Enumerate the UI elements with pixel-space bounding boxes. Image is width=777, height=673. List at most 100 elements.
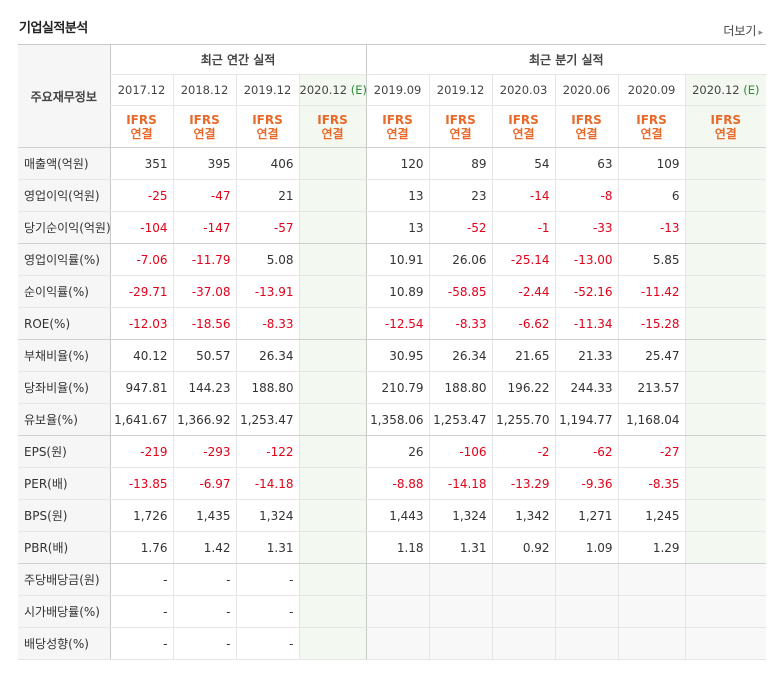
table-cell: [684, 147, 767, 180]
table-cell: 89: [428, 147, 493, 180]
table-cell: [684, 595, 767, 628]
table-row: EPS(원) -219 -293 -122 26 -106 -2 -62 -27: [18, 435, 767, 468]
period-header: 2020.12 (E): [298, 74, 367, 106]
basis-consolidated: 연결: [256, 126, 279, 141]
table-cell: [684, 563, 767, 596]
table-cell: -12.54: [365, 307, 430, 340]
table-cell: 1,342: [491, 499, 556, 532]
basis-header-row: IFRS 연결 IFRS 연결 IFRS 연결 IFRS 연결 IFRS 연결 IFRS 연결 IFRS…: [18, 105, 767, 148]
table-cell: 25.47: [617, 339, 686, 372]
table-cell: 1,194.77: [554, 403, 619, 436]
table-cell: -13.85: [109, 467, 173, 500]
period-label: 2020.03: [499, 83, 548, 97]
table-cell: 947.81: [109, 371, 173, 404]
table-cell: -106: [428, 435, 493, 468]
table-cell: -6.62: [491, 307, 556, 340]
row-label: 당기순이익(억원): [18, 211, 110, 244]
table-cell: 244.33: [554, 371, 619, 404]
table-cell: 30.95: [365, 339, 430, 372]
table-cell: [491, 627, 556, 660]
row-label: PER(배): [18, 467, 110, 500]
table-row: 영업이익(억원) -25 -47 21 13 23 -14 -8 6: [18, 179, 767, 212]
table-row: 당기순이익(억원) -104 -147 -57 13 -52 -1 -33 -13: [18, 211, 767, 244]
table-cell: -: [172, 595, 236, 628]
table-cell: -: [235, 563, 299, 596]
table-cell: -2.44: [491, 275, 556, 308]
table-cell: [554, 627, 619, 660]
basis-header: IFRS 연결: [491, 105, 556, 148]
table-cell: -: [172, 627, 236, 660]
table-cell: -9.36: [554, 467, 619, 500]
basis-header: IFRS 연결: [428, 105, 493, 148]
period-label: 2019.12: [436, 83, 485, 97]
table-cell: -13.91: [235, 275, 299, 308]
table-cell: 188.80: [235, 371, 299, 404]
basis-consolidated: 연결: [130, 126, 153, 141]
table-cell: [684, 179, 767, 212]
more-link[interactable]: 더보기 ▸: [723, 22, 763, 39]
table-cell: 188.80: [428, 371, 493, 404]
period-header: 2019.12: [428, 74, 493, 106]
table-cell: -14.18: [428, 467, 493, 500]
period-header: 2020.03: [491, 74, 556, 106]
period-label: 2020.12: [692, 83, 740, 97]
table-cell: [554, 595, 619, 628]
table-cell: 26.34: [428, 339, 493, 372]
table-cell: -8.33: [235, 307, 299, 340]
basis-consolidated: 연결: [714, 126, 737, 141]
table-cell: -13.29: [491, 467, 556, 500]
table-cell: -6.97: [172, 467, 236, 500]
period-label: 2020.06: [562, 83, 611, 97]
row-label: 주당배당금(원): [18, 563, 110, 596]
table-cell: 1,435: [172, 499, 236, 532]
table-cell: [684, 275, 767, 308]
row-label: 영업이익률(%): [18, 243, 110, 276]
table-cell: [298, 179, 367, 212]
table-row: BPS(원) 1,726 1,435 1,324 1,443 1,324 1,342 1,27…: [18, 499, 767, 532]
table-cell: -11.42: [617, 275, 686, 308]
row-label: PBR(배): [18, 531, 110, 564]
table-cell: [298, 627, 367, 660]
table-cell: -58.85: [428, 275, 493, 308]
table-cell: 26: [365, 435, 430, 468]
table-cell: [298, 595, 367, 628]
table-cell: [491, 563, 556, 596]
row-label: EPS(원): [18, 435, 110, 468]
table-cell: -52.16: [554, 275, 619, 308]
estimate-marker: (E): [347, 83, 367, 97]
basis-header: IFRS 연결: [365, 105, 430, 148]
table-cell: 6: [617, 179, 686, 212]
table-cell: -7.06: [109, 243, 173, 276]
table-cell: -: [172, 563, 236, 596]
table-cell: 395: [172, 147, 236, 180]
basis-ifrs: IFRS: [317, 112, 348, 127]
table-cell: [684, 371, 767, 404]
table-cell: 1,641.67: [109, 403, 173, 436]
table-cell: 50.57: [172, 339, 236, 372]
financial-table: 주요재무정보 최근 연간 실적 최근 분기 실적 2017.12 2018.12 2…: [18, 44, 767, 660]
table-cell: 406: [235, 147, 299, 180]
table-row: 유보율(%) 1,641.67 1,366.92 1,253.47 1,358.06 1,…: [18, 403, 767, 436]
table-cell: 10.91: [365, 243, 430, 276]
table-cell: -25.14: [491, 243, 556, 276]
table-cell: 54: [491, 147, 556, 180]
table-cell: [298, 339, 367, 372]
table-cell: 1.31: [428, 531, 493, 564]
table-cell: -37.08: [172, 275, 236, 308]
row-label: 영업이익(억원): [18, 179, 110, 212]
table-cell: -33: [554, 211, 619, 244]
table-cell: 213.57: [617, 371, 686, 404]
row-label: BPS(원): [18, 499, 110, 532]
table-cell: -2: [491, 435, 556, 468]
basis-ifrs: IFRS: [710, 112, 742, 127]
table-cell: 1,358.06: [365, 403, 430, 436]
table-cell: [684, 531, 767, 564]
table-cell: 13: [365, 179, 430, 212]
table-cell: 5.08: [235, 243, 299, 276]
table-cell: 26.34: [235, 339, 299, 372]
table-cell: -11.79: [172, 243, 236, 276]
chevron-right-icon: ▸: [758, 28, 763, 38]
table-cell: -8: [554, 179, 619, 212]
basis-consolidated: 연결: [449, 126, 472, 141]
